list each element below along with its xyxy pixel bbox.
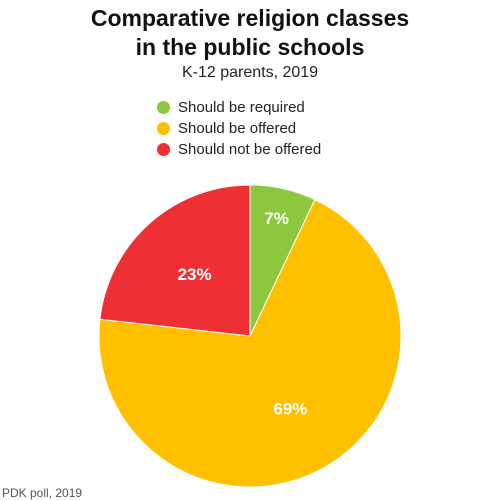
pie-slice-not-offered	[99, 184, 251, 337]
chart-title-line-1: Comparative religion classes	[90, 5, 410, 31]
pie-label-offered: 69%	[273, 400, 307, 419]
legend-label-not-offered: Should not be offered	[178, 141, 322, 158]
legend-swatch-required	[157, 101, 170, 114]
legend-swatch-not-offered	[157, 143, 170, 156]
chart-subtitle: K-12 parents, 2019	[181, 64, 319, 81]
legend-label-required: Should be required	[178, 99, 305, 116]
legend-item-not-offered: Should not be offered	[157, 139, 321, 160]
pie-label-required: 7%	[264, 209, 289, 228]
legend-item-required: Should be required	[157, 97, 321, 118]
legend-item-offered: Should be offered	[157, 118, 321, 139]
pie-slice-offered	[98, 198, 402, 488]
chart-title-line-2: in the public schools	[135, 34, 365, 60]
source-note: PDK poll, 2019	[2, 486, 83, 500]
chart-title: Comparative religion classes in the publ…	[0, 4, 500, 62]
chart-legend: Should be required Should be offered Sho…	[157, 97, 321, 160]
pie-label-not-offered: 23%	[178, 265, 212, 284]
legend-swatch-offered	[157, 122, 170, 135]
legend-label-offered: Should be offered	[178, 120, 297, 137]
